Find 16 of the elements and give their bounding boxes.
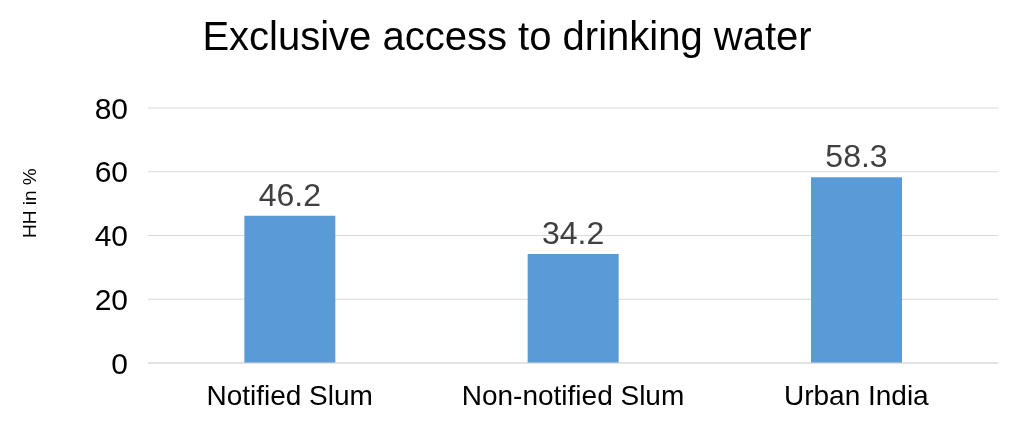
data-label: 34.2 [542, 214, 605, 251]
data-label: 58.3 [825, 138, 888, 175]
y-axis-title: HH in % [19, 168, 41, 238]
y-tick-label: 0 [111, 346, 128, 380]
bar [811, 177, 902, 363]
y-tick-label: 80 [94, 91, 128, 125]
data-label: 46.2 [258, 176, 321, 213]
y-tick-label: 40 [94, 219, 128, 253]
y-tick-label: 60 [94, 155, 128, 189]
chart-title: Exclusive access to drinking water [201, 13, 813, 60]
y-tick-label: 20 [94, 282, 128, 316]
bar [527, 253, 619, 363]
x-tick-label: Notified Slum [206, 379, 373, 411]
x-tick-label: Non-notified Slum [461, 379, 685, 411]
bar [244, 215, 336, 363]
x-tick-label: Urban India [783, 379, 930, 411]
